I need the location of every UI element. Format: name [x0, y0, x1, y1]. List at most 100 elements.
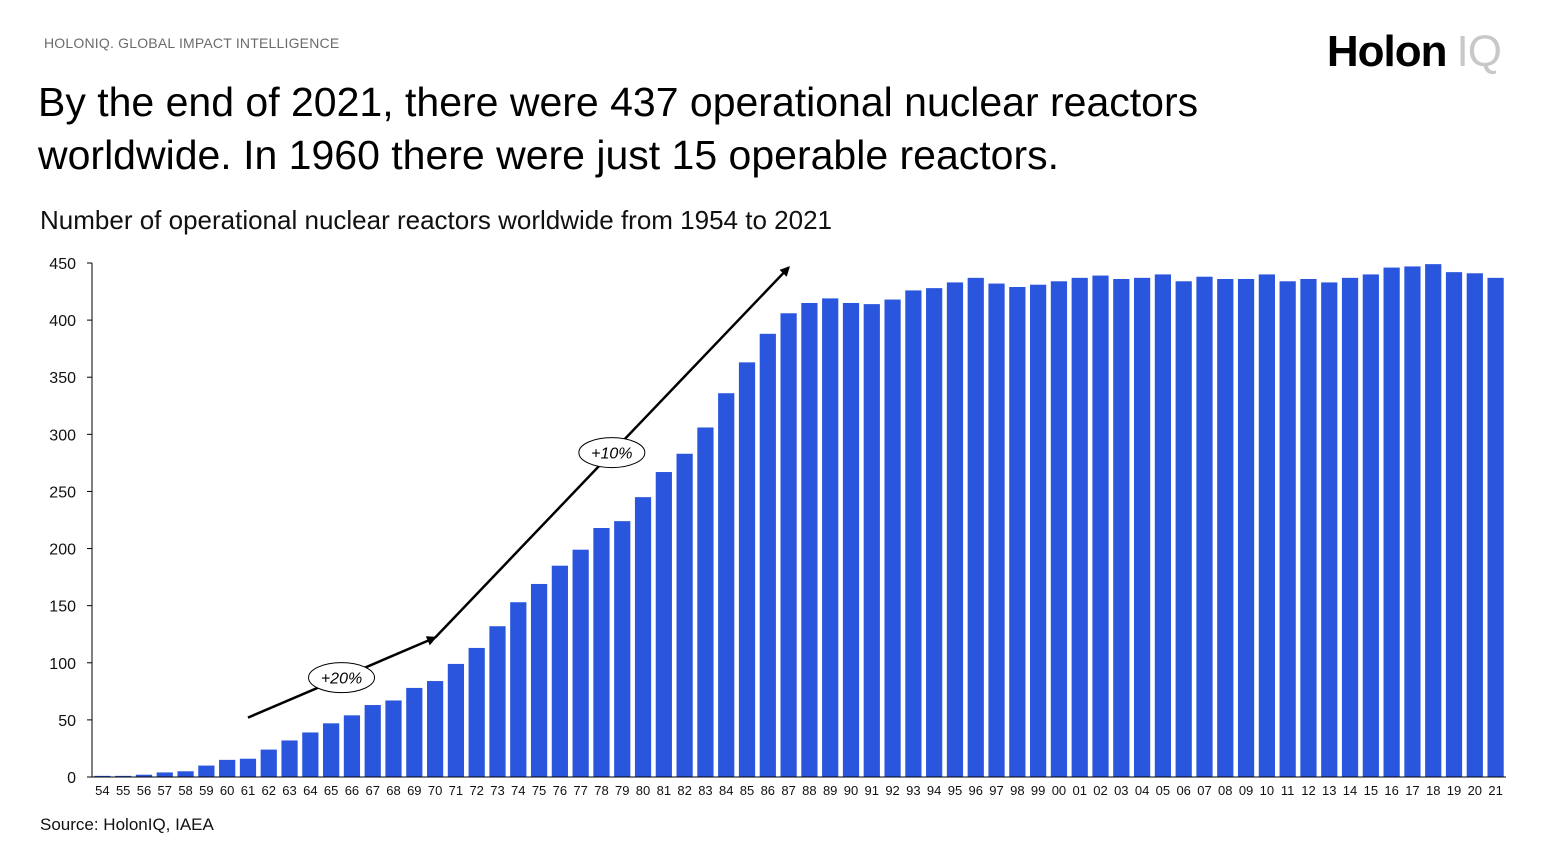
x-tick-label: 64: [303, 783, 317, 798]
bar-17: [1404, 266, 1421, 777]
headline: By the end of 2021, there were 437 opera…: [38, 79, 1199, 178]
bar-96: [967, 277, 984, 777]
x-tick-label: 65: [324, 783, 338, 798]
bar-75: [530, 583, 548, 777]
x-tick-label: 89: [823, 783, 837, 798]
bar-89: [822, 298, 839, 777]
x-tick-label: 01: [1072, 783, 1086, 798]
bar-59: [198, 765, 215, 777]
bar-95: [946, 282, 964, 777]
x-tick-label: 08: [1218, 783, 1232, 798]
bar-58: [177, 771, 194, 777]
x-tick-label: 94: [927, 783, 941, 798]
y-tick-label: 150: [49, 599, 76, 616]
x-tick-label: 04: [1135, 783, 1149, 798]
growth-badge: [578, 437, 646, 469]
bar-05: [1154, 274, 1172, 777]
bar-15: [1362, 274, 1379, 777]
x-tick-label: 20: [1468, 783, 1482, 798]
y-tick-label: 50: [58, 713, 76, 730]
bar-90: [842, 302, 860, 777]
bar-10: [1258, 274, 1275, 777]
bar-54: [94, 775, 111, 777]
brand-tagline: HOLONIQ. GLOBAL IMPACT INTELLIGENCE: [44, 35, 340, 51]
bar-12: [1300, 278, 1317, 777]
x-tick-label: 18: [1426, 783, 1440, 798]
bar-71: [447, 663, 465, 777]
x-tick-label: 68: [386, 783, 400, 798]
x-tick-label: 84: [719, 783, 733, 798]
x-tick-label: 71: [449, 783, 463, 798]
bar-77: [572, 549, 589, 777]
x-tick-label: 72: [469, 783, 483, 798]
bar-06: [1175, 281, 1192, 777]
bar-67: [364, 705, 381, 777]
bar-60: [219, 759, 236, 777]
x-tick-label: 10: [1260, 783, 1274, 798]
x-tick-label: 55: [116, 783, 130, 798]
bar-80: [634, 497, 652, 777]
bar-82: [676, 453, 693, 777]
x-tick-label: 73: [490, 783, 504, 798]
x-tick-label: 15: [1364, 783, 1378, 798]
bar-87: [780, 313, 797, 777]
bar-88: [801, 302, 818, 777]
x-tick-label: 88: [802, 783, 816, 798]
x-tick-label: 09: [1239, 783, 1253, 798]
bar-72: [468, 647, 485, 777]
x-tick-label: 13: [1322, 783, 1336, 798]
x-tick-label: 03: [1114, 783, 1128, 798]
x-tick-label: 59: [199, 783, 213, 798]
bar-65: [323, 723, 340, 777]
bar-63: [281, 740, 298, 777]
x-tick-label: 87: [781, 783, 795, 798]
bar-92: [884, 299, 901, 777]
y-tick-label: 250: [49, 484, 76, 501]
growth-label: +10%: [591, 446, 632, 463]
x-tick-label: 69: [407, 783, 421, 798]
growth-badge: [308, 662, 376, 694]
bar-19: [1445, 272, 1463, 777]
bar-66: [343, 715, 361, 777]
bar-68: [385, 700, 402, 777]
bar-97: [988, 283, 1005, 777]
y-tick-label: 400: [49, 313, 76, 330]
x-tick-label: 86: [761, 783, 775, 798]
x-tick-label: 06: [1176, 783, 1190, 798]
x-tick-label: 93: [906, 783, 920, 798]
x-tick-label: 91: [865, 783, 879, 798]
chart-title: Number of operational nuclear reactors w…: [40, 205, 832, 235]
x-tick-label: 70: [428, 783, 442, 798]
bar-73: [489, 626, 506, 777]
y-tick-label: 350: [49, 370, 76, 387]
bar-99: [1030, 284, 1047, 777]
x-tick-label: 95: [948, 783, 962, 798]
x-tick-label: 12: [1301, 783, 1315, 798]
bar-79: [614, 521, 631, 777]
bar-08: [1217, 278, 1234, 777]
x-tick-label: 62: [262, 783, 276, 798]
bar-61: [239, 758, 257, 777]
x-axis: 54 55 56 57 58 59 60 61 62 63 64 65 66 67 68 69 70 71 72 73…: [92, 776, 1506, 798]
x-tick-label: 90: [844, 783, 858, 798]
x-tick-label: 80: [636, 783, 650, 798]
x-tick-label: 66: [345, 783, 359, 798]
y-axis: 0 50 100 150 200 250 300 350 400 450: [49, 256, 93, 787]
logo-accent-text: IQ: [1456, 27, 1502, 76]
x-tick-label: 92: [885, 783, 899, 798]
bar-16: [1383, 267, 1400, 777]
y-tick-label: 300: [49, 427, 76, 444]
bar-56: [135, 774, 153, 777]
bar-57: [156, 772, 173, 777]
bar-55: [115, 775, 132, 777]
x-tick-label: 63: [282, 783, 296, 798]
x-tick-label: 54: [95, 783, 109, 798]
x-tick-label: 60: [220, 783, 234, 798]
x-tick-label: 82: [677, 783, 691, 798]
growth-annotations: +20% +10%: [247, 266, 790, 719]
bar-02: [1092, 275, 1109, 777]
y-tick-label: 100: [49, 656, 76, 673]
y-tick-label: 200: [49, 542, 76, 559]
bar-93: [905, 290, 922, 777]
